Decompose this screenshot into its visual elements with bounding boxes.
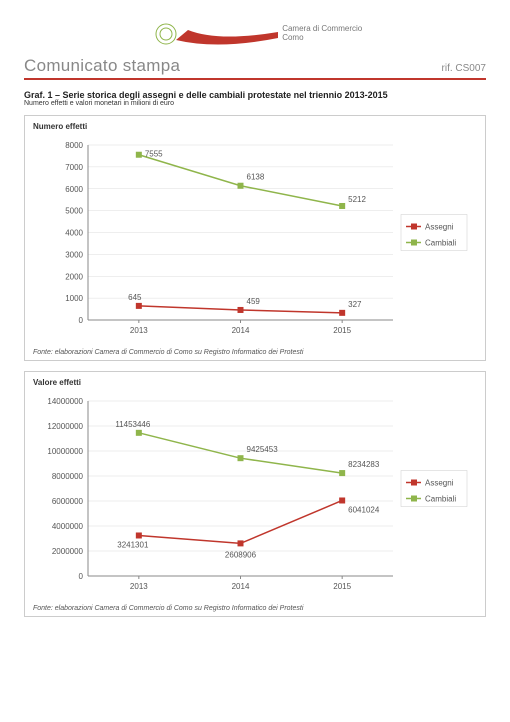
graf-subtitle: Numero effetti e valori monetari in mili…: [24, 100, 486, 107]
header-logo: Camera di Commercio Como: [24, 20, 486, 48]
svg-text:6041024: 6041024: [348, 505, 380, 514]
chart2-container: Valore effetti 0 2000000 4000000 6000000 800…: [24, 371, 486, 617]
svg-text:9425453: 9425453: [247, 445, 279, 454]
svg-text:2000: 2000: [65, 272, 83, 281]
svg-text:327: 327: [348, 300, 362, 309]
svg-text:0: 0: [79, 316, 84, 325]
svg-text:6000000: 6000000: [52, 497, 84, 506]
chart2-title: Valore effetti: [33, 378, 477, 387]
svg-text:Cambiali: Cambiali: [425, 495, 456, 504]
svg-text:8000: 8000: [65, 141, 83, 150]
svg-text:2015: 2015: [333, 326, 351, 335]
title-bar: Comunicato stampa rif. CS007: [24, 56, 486, 80]
chart2-svg: 0 2000000 4000000 6000000 8000000 10000000 120…: [33, 391, 471, 601]
svg-text:2013: 2013: [130, 326, 148, 335]
svg-text:2015: 2015: [333, 582, 351, 591]
page-ref: rif. CS007: [442, 63, 486, 74]
chart1-container: Numero effetti 0 1000 2000 3000 4000 5000 6000…: [24, 115, 486, 361]
svg-text:12000000: 12000000: [47, 422, 83, 431]
logo-line1: Camera di Commercio: [282, 24, 362, 33]
svg-text:6138: 6138: [247, 173, 265, 182]
svg-text:Assegni: Assegni: [425, 223, 454, 232]
svg-text:5212: 5212: [348, 195, 366, 204]
svg-text:4000: 4000: [65, 229, 83, 238]
svg-text:645: 645: [128, 293, 142, 302]
chart1-box: 0 1000 2000 3000 4000 5000 6000 7000 8000 2013 201…: [33, 135, 477, 345]
svg-text:0: 0: [79, 572, 84, 581]
svg-text:459: 459: [247, 297, 261, 306]
svg-text:7555: 7555: [145, 150, 163, 159]
svg-text:6000: 6000: [65, 185, 83, 194]
svg-text:Cambiali: Cambiali: [425, 239, 456, 248]
svg-text:2014: 2014: [232, 326, 250, 335]
svg-text:8234283: 8234283: [348, 460, 380, 469]
logo-line2: Como: [282, 33, 303, 42]
chart2-caption: Fonte: elaborazioni Camera di Commercio …: [33, 605, 477, 612]
page-title: Comunicato stampa: [24, 56, 180, 76]
svg-text:10000000: 10000000: [47, 447, 83, 456]
svg-text:Assegni: Assegni: [425, 479, 454, 488]
chart1-title: Numero effetti: [33, 122, 477, 131]
logo-text: Camera di Commercio Como: [282, 25, 362, 43]
svg-text:1000: 1000: [65, 294, 83, 303]
chart1-caption: Fonte: elaborazioni Camera di Commercio …: [33, 349, 477, 356]
svg-text:14000000: 14000000: [47, 397, 83, 406]
chart2-box: 0 2000000 4000000 6000000 8000000 10000000 120…: [33, 391, 477, 601]
svg-text:4000000: 4000000: [52, 522, 84, 531]
svg-text:2000000: 2000000: [52, 547, 84, 556]
svg-text:2013: 2013: [130, 582, 148, 591]
svg-text:3000: 3000: [65, 250, 83, 259]
logo-swoosh: [148, 20, 288, 48]
svg-text:8000000: 8000000: [52, 472, 84, 481]
svg-text:11453446: 11453446: [115, 420, 151, 429]
svg-text:7000: 7000: [65, 163, 83, 172]
chart1-svg: 0 1000 2000 3000 4000 5000 6000 7000 8000 2013 201…: [33, 135, 471, 345]
svg-text:2608906: 2608906: [225, 550, 257, 559]
svg-text:3241301: 3241301: [117, 540, 149, 549]
graf-title: Graf. 1 – Serie storica degli assegni e …: [24, 90, 486, 100]
svg-text:5000: 5000: [65, 207, 83, 216]
svg-text:2014: 2014: [232, 582, 250, 591]
